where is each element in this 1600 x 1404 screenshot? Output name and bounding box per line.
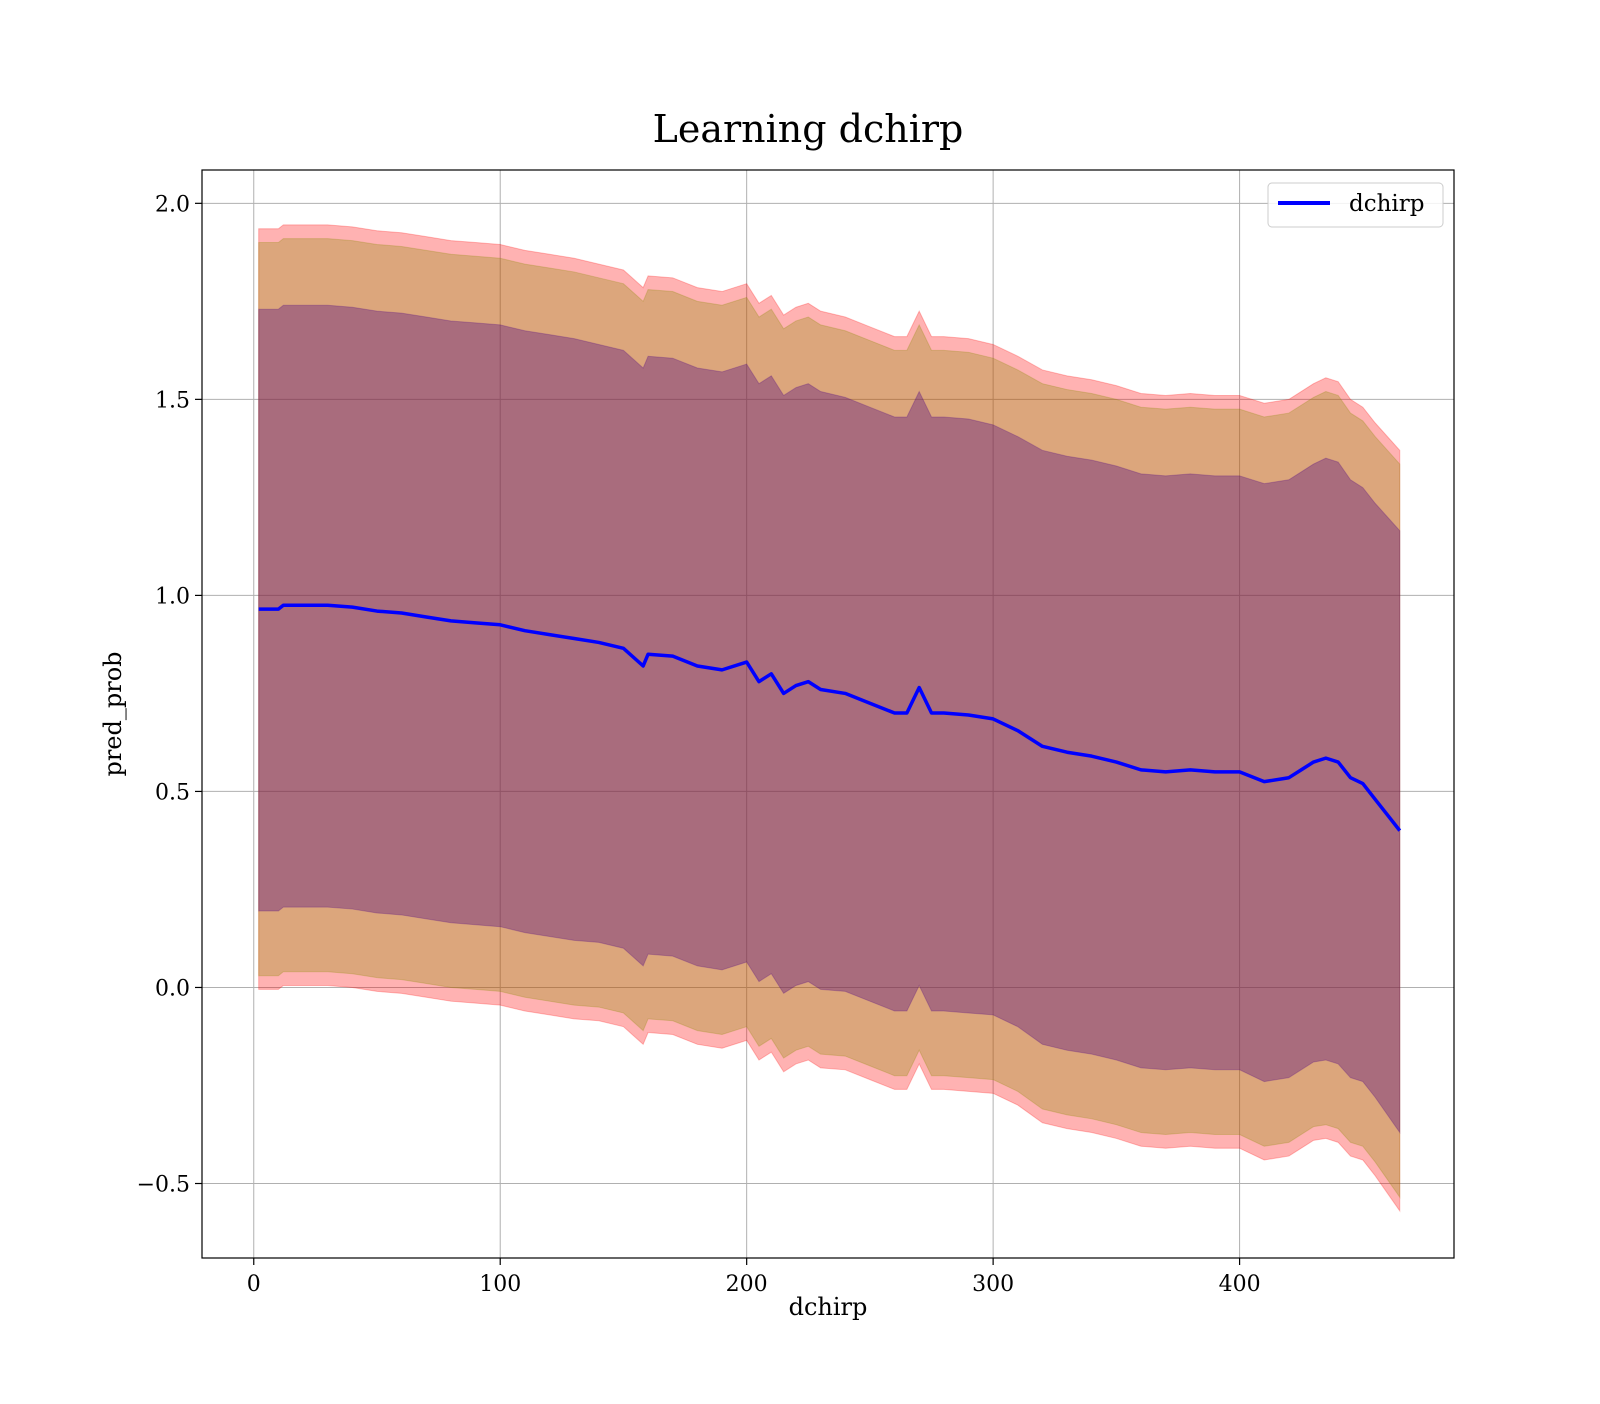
y-tick-label: 1.5 [155, 388, 190, 413]
plot-frame [201, 169, 1455, 1259]
y-axis-label: pred_prob [99, 651, 127, 776]
chart-title: Learning dchirp [653, 107, 964, 151]
y-tick-label: 0.5 [155, 780, 190, 805]
band-area-1 [258, 238, 1401, 1199]
x-tick-label: 400 [1219, 1272, 1261, 1297]
x-tick-label: 100 [479, 1272, 521, 1297]
legend: dchirp [1267, 182, 1444, 228]
series-line-dchirp [258, 603, 1402, 832]
confidence-bands [258, 224, 1401, 1213]
axis-ticks: 0 100 200 300 400 −0.5 0.0 0.5 1.0 1.5 2.0 [137, 192, 1261, 1297]
x-tick-label: 200 [726, 1272, 768, 1297]
y-tick-label: 1.0 [155, 584, 190, 609]
y-tick-label: −0.5 [137, 1173, 190, 1198]
band-area-0 [258, 224, 1401, 1213]
series-lines [258, 603, 1402, 832]
y-tick-label: 0.0 [155, 976, 190, 1001]
band-area-2 [258, 304, 1401, 1135]
legend-box [1267, 182, 1444, 228]
legend-label: dchirp [1349, 191, 1425, 217]
y-tick-label: 2.0 [155, 192, 190, 217]
x-axis-label: dchirp [789, 1293, 868, 1321]
x-tick-label: 300 [972, 1272, 1014, 1297]
x-tick-label: 0 [247, 1272, 261, 1297]
grid [202, 170, 1454, 1258]
